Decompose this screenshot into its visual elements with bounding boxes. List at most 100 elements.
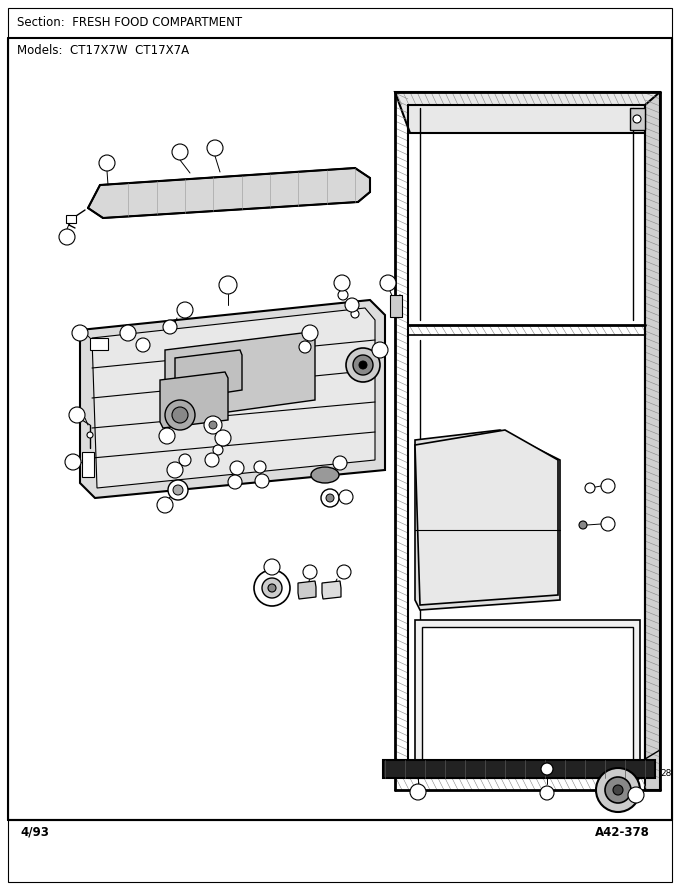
Circle shape xyxy=(87,432,93,438)
Circle shape xyxy=(333,456,347,470)
Circle shape xyxy=(633,115,641,123)
Text: 5: 5 xyxy=(225,280,231,290)
Polygon shape xyxy=(80,300,385,498)
Bar xyxy=(82,452,94,477)
Circle shape xyxy=(213,445,223,455)
Circle shape xyxy=(613,785,623,795)
Bar xyxy=(630,108,645,130)
Circle shape xyxy=(628,787,644,803)
Circle shape xyxy=(410,784,426,800)
Circle shape xyxy=(302,325,318,341)
Text: 12: 12 xyxy=(169,465,181,474)
Circle shape xyxy=(205,453,219,467)
Circle shape xyxy=(299,341,311,353)
Polygon shape xyxy=(645,92,660,790)
Circle shape xyxy=(601,517,615,531)
Text: 4/93: 4/93 xyxy=(20,826,49,838)
Text: 32: 32 xyxy=(339,568,350,577)
Circle shape xyxy=(207,140,223,156)
Polygon shape xyxy=(165,332,315,420)
Circle shape xyxy=(254,461,266,473)
Text: 34: 34 xyxy=(374,345,386,354)
Circle shape xyxy=(65,454,81,470)
Text: Models:  CT17X7W  CT17X7A: Models: CT17X7W CT17X7A xyxy=(17,44,189,56)
Polygon shape xyxy=(415,620,640,775)
Text: 23: 23 xyxy=(218,433,228,442)
Circle shape xyxy=(601,479,615,493)
Text: 13: 13 xyxy=(206,456,218,465)
Circle shape xyxy=(345,298,359,312)
Circle shape xyxy=(351,310,359,318)
Text: 9: 9 xyxy=(125,328,131,337)
Circle shape xyxy=(268,584,276,592)
Circle shape xyxy=(353,355,373,375)
Circle shape xyxy=(59,229,75,245)
Circle shape xyxy=(380,275,396,291)
Text: 33: 33 xyxy=(304,568,316,577)
Polygon shape xyxy=(415,430,560,610)
Circle shape xyxy=(303,565,317,579)
Circle shape xyxy=(321,489,339,507)
Circle shape xyxy=(215,430,231,446)
Circle shape xyxy=(163,320,177,334)
Circle shape xyxy=(254,570,290,606)
Polygon shape xyxy=(160,372,228,428)
Text: 22: 22 xyxy=(188,395,199,404)
Circle shape xyxy=(172,144,188,160)
Text: A42-378: A42-378 xyxy=(595,826,650,838)
Circle shape xyxy=(540,786,554,800)
Text: 24: 24 xyxy=(602,520,613,529)
Text: 19: 19 xyxy=(340,492,352,501)
Text: 11: 11 xyxy=(74,328,86,337)
Circle shape xyxy=(159,428,175,444)
Text: 2: 2 xyxy=(64,232,70,241)
Circle shape xyxy=(230,461,244,475)
Circle shape xyxy=(179,454,191,466)
Circle shape xyxy=(168,480,188,500)
Circle shape xyxy=(172,407,188,423)
Circle shape xyxy=(165,400,195,430)
Circle shape xyxy=(136,338,150,352)
Text: 8: 8 xyxy=(337,458,343,467)
Circle shape xyxy=(69,407,85,423)
Bar xyxy=(390,295,402,317)
Circle shape xyxy=(228,475,242,489)
Circle shape xyxy=(264,559,280,575)
Text: 30: 30 xyxy=(71,410,83,419)
Text: 7: 7 xyxy=(182,305,188,314)
Polygon shape xyxy=(175,350,242,400)
Polygon shape xyxy=(383,760,655,778)
Text: 25: 25 xyxy=(602,481,613,490)
Text: 4: 4 xyxy=(212,143,218,152)
Polygon shape xyxy=(415,430,558,605)
Text: 17: 17 xyxy=(304,328,316,337)
Polygon shape xyxy=(422,627,633,770)
Text: 31: 31 xyxy=(267,562,277,571)
Polygon shape xyxy=(88,168,370,218)
Text: 26: 26 xyxy=(412,788,424,797)
Circle shape xyxy=(204,416,222,434)
Text: 6: 6 xyxy=(385,279,391,287)
Text: 10: 10 xyxy=(161,432,173,441)
Text: 29: 29 xyxy=(67,457,79,466)
Circle shape xyxy=(99,155,115,171)
Circle shape xyxy=(337,565,351,579)
Text: 1: 1 xyxy=(104,158,110,167)
Text: 27: 27 xyxy=(541,789,553,797)
Circle shape xyxy=(372,342,388,358)
Text: 28: 28 xyxy=(630,790,642,799)
Circle shape xyxy=(359,361,367,369)
Text: 21: 21 xyxy=(256,476,268,486)
Circle shape xyxy=(541,763,553,775)
Text: 28: 28 xyxy=(660,768,671,778)
Circle shape xyxy=(579,521,587,529)
Polygon shape xyxy=(322,581,341,599)
Circle shape xyxy=(219,276,237,294)
Circle shape xyxy=(167,462,183,478)
Circle shape xyxy=(346,348,380,382)
Text: 15: 15 xyxy=(336,279,347,287)
Circle shape xyxy=(177,302,193,318)
Bar xyxy=(66,215,76,223)
Text: 20: 20 xyxy=(229,478,241,487)
Circle shape xyxy=(209,421,217,429)
